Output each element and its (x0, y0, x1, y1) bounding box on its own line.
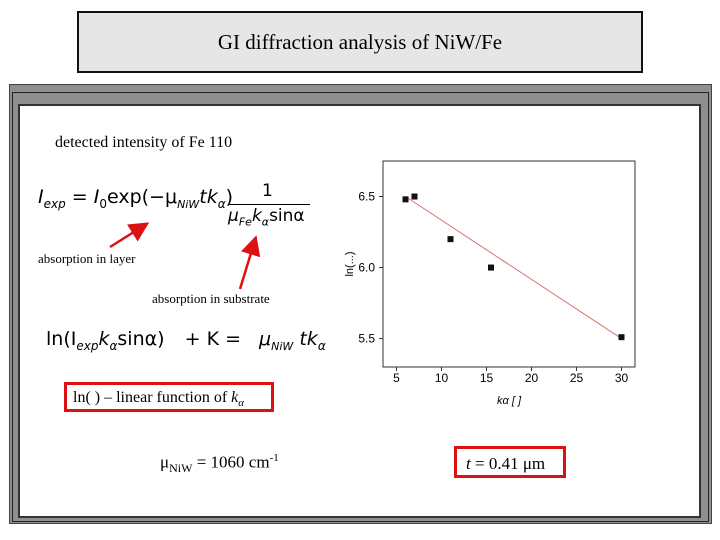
linear-function-text: ln( ) – linear function of kα (73, 389, 245, 410)
log-k-sub: α (109, 338, 118, 353)
data-point (447, 236, 454, 243)
x-tick-label: 5 (393, 371, 400, 385)
log-k: k (98, 328, 110, 350)
den-k-sub: α (261, 215, 270, 229)
x-tick-label: 30 (615, 371, 629, 385)
y-tick-label: 6.0 (358, 261, 375, 275)
log-mu-sub: NiW (271, 339, 294, 353)
formula-lhs-sub: exp (43, 196, 66, 211)
formula-tk-sub: α (217, 196, 226, 211)
linear-function-box: ln( ) – linear function of kα (64, 382, 274, 412)
fraction-numerator: 1 (262, 181, 273, 201)
x-axis-label: kα [ ] (497, 395, 522, 407)
formula-lhs: I (38, 186, 44, 208)
x-tick-label: 25 (570, 371, 584, 385)
arrow-layer (109, 222, 150, 249)
log-tk-sub: α (317, 338, 326, 353)
heading-text: detected intensity of Fe 110 (55, 134, 233, 151)
label-absorption-layer: absorption in layer (38, 251, 136, 266)
formula-exp-sub: NiW (177, 197, 200, 211)
fit-line (405, 196, 622, 340)
y-tick-label: 5.5 (358, 332, 375, 346)
arrow-substrate (238, 235, 261, 290)
thickness-result-box: t = 0.41 μm (454, 446, 566, 478)
x-tick-label: 15 (480, 371, 494, 385)
y-tick-label: 6.5 (358, 190, 375, 204)
thickness-result-text: t = 0.41 μm (466, 454, 546, 473)
slide-title: GI diffraction analysis of NiW/Fe (77, 11, 643, 73)
fraction-bar (228, 204, 310, 205)
log-ln: ln(I (46, 328, 77, 350)
data-point (411, 193, 418, 200)
formula-exp: exp(−μ (106, 186, 178, 208)
log-tk: tk (299, 328, 318, 350)
log-mu: μ (259, 328, 272, 350)
intensity-formula: Iexp = I0exp(−μNiWtkα) (38, 186, 233, 211)
den-mu: μ (228, 206, 239, 226)
den-k: k (251, 206, 262, 226)
log-plusK: + K = (184, 328, 241, 350)
y-axis-label: ln(...) (344, 251, 356, 276)
data-point (488, 264, 494, 271)
frame-border (12, 92, 709, 522)
formula-tk: tk (199, 186, 218, 208)
data-point (402, 196, 409, 203)
log-sin: sinα) (117, 328, 165, 350)
data-point (618, 334, 625, 341)
mu-value-text: μNiW = 1060 cm-1 (160, 452, 279, 476)
formula-i0: I (93, 186, 100, 208)
formula-i0-sub: 0 (99, 196, 107, 211)
log-ln-sub: exp (76, 338, 99, 353)
formula-eq: = (71, 186, 88, 208)
x-tick-label: 20 (525, 371, 539, 385)
x-tick-label: 10 (435, 371, 449, 385)
scatter-chart: 5 10 15 20 25 30 5.5 6.0 6.5 kα [ ] ln(...) (344, 160, 636, 407)
fraction-denominator: μFekαsinα (228, 206, 305, 228)
log-formula: ln(Iexpkαsinα) + K = μNiW tkα (46, 328, 326, 353)
den-sin: sinα (269, 206, 305, 226)
den-mu-sub: Fe (238, 215, 252, 229)
formula-close: ) (225, 186, 234, 208)
label-absorption-substrate: absorption in substrate (152, 291, 270, 306)
